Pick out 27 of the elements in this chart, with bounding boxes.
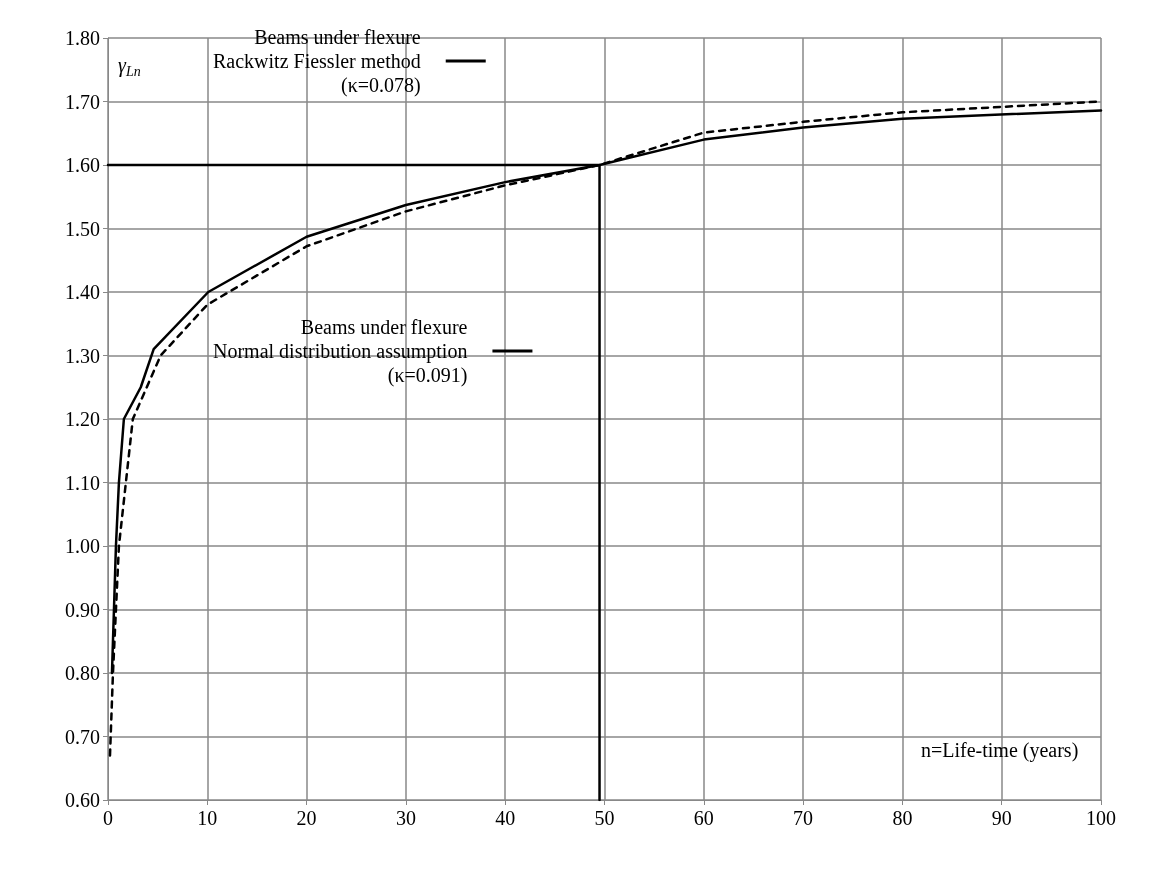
x-tick-label: 60 bbox=[693, 807, 714, 829]
y-tick-label: 1.40 bbox=[65, 281, 100, 303]
legend-label: Beams under flexure Normal distribution assumption (κ=0.091) bbox=[213, 316, 468, 387]
y-tick-label: 0.90 bbox=[65, 598, 100, 621]
x-tick-label: 0 bbox=[103, 807, 113, 829]
x-axis-title: n=Life-time (years) bbox=[921, 739, 1079, 762]
y-tick-label: 1.60 bbox=[65, 154, 100, 176]
x-tick-label: 20 bbox=[296, 807, 317, 829]
y-tick-label: 1.70 bbox=[65, 90, 100, 113]
y-tick-label: 1.00 bbox=[65, 535, 100, 557]
x-tick-label: 10 bbox=[197, 807, 218, 829]
y-tick-label: 1.10 bbox=[65, 471, 100, 494]
y-tick-label: 1.50 bbox=[65, 217, 100, 240]
x-tick-label: 50 bbox=[594, 807, 615, 829]
y-tick-label: 1.80 bbox=[65, 27, 100, 49]
x-tick-label: 40 bbox=[495, 807, 516, 829]
x-tick-label: 30 bbox=[395, 807, 416, 829]
y-tick-label: 1.20 bbox=[65, 408, 100, 430]
x-tick-label: 90 bbox=[991, 807, 1012, 829]
y-tick-label: 1.30 bbox=[65, 344, 100, 367]
x-tick-label: 70 bbox=[793, 807, 814, 829]
x-tick-label: 100 bbox=[1086, 807, 1116, 829]
y-tick-label: 0.70 bbox=[65, 725, 100, 748]
y-tick-label: 0.80 bbox=[65, 662, 100, 684]
y-tick-label: 0.60 bbox=[65, 789, 100, 811]
legend-label: Beams under flexure Rackwitz Fiessler method (κ=0.078) bbox=[213, 26, 421, 97]
x-tick-label: 80 bbox=[892, 807, 913, 829]
